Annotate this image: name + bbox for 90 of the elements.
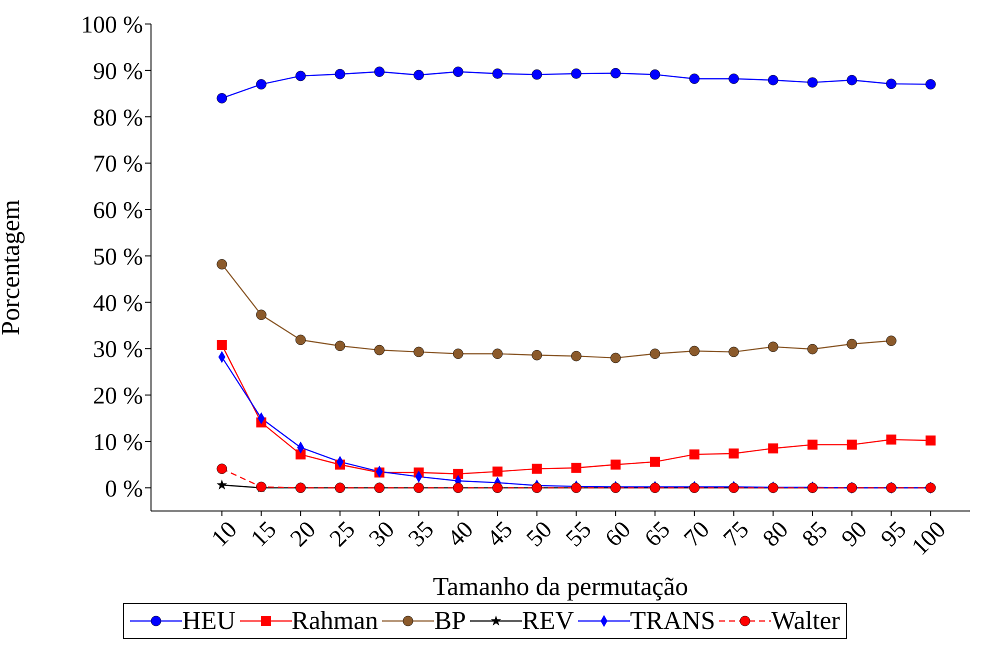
x-tick-label: 15 bbox=[246, 516, 282, 552]
point bbox=[216, 340, 227, 350]
point bbox=[532, 69, 542, 80]
point bbox=[728, 74, 739, 84]
y-tick-label: 70 % bbox=[93, 152, 143, 178]
x-tick-label: 45 bbox=[482, 516, 518, 552]
x-axis-title: Tamanho da permutação bbox=[432, 572, 688, 601]
point bbox=[414, 346, 424, 358]
point bbox=[532, 350, 542, 360]
y-tick-label: 20 % bbox=[93, 384, 143, 410]
y-tick-label: 100 % bbox=[81, 12, 143, 39]
y-tick-label: 50 % bbox=[93, 244, 143, 270]
y-tick-label: 60 % bbox=[93, 198, 143, 224]
x-tick-label: 65 bbox=[640, 516, 676, 552]
point bbox=[846, 338, 858, 350]
point bbox=[689, 449, 700, 460]
point bbox=[295, 70, 306, 82]
point bbox=[334, 340, 346, 352]
point bbox=[334, 68, 346, 80]
point bbox=[374, 66, 385, 77]
point bbox=[728, 448, 739, 458]
point bbox=[492, 466, 502, 477]
point bbox=[216, 259, 228, 270]
point bbox=[216, 464, 228, 474]
y-tick-label: 90 % bbox=[93, 58, 143, 85]
point bbox=[768, 342, 778, 352]
x-tick-label: 75 bbox=[718, 516, 754, 552]
x-tick-label: 50 bbox=[522, 516, 558, 552]
point bbox=[650, 69, 660, 80]
point bbox=[256, 79, 266, 90]
point bbox=[216, 480, 228, 490]
point bbox=[571, 68, 582, 79]
point bbox=[808, 440, 818, 450]
x-tick-label: 55 bbox=[561, 516, 597, 552]
legend-label: TRANS bbox=[630, 606, 716, 636]
point bbox=[492, 68, 503, 79]
point bbox=[610, 352, 621, 364]
y-tick-label: 30 % bbox=[93, 337, 143, 364]
point bbox=[296, 449, 306, 460]
x-tick-label: 80 bbox=[758, 516, 794, 552]
point bbox=[453, 468, 464, 479]
point bbox=[414, 70, 424, 80]
point bbox=[295, 334, 306, 346]
point bbox=[492, 348, 503, 359]
point bbox=[886, 434, 896, 445]
point bbox=[846, 440, 857, 450]
point bbox=[768, 74, 778, 86]
point bbox=[886, 78, 896, 90]
point bbox=[452, 348, 464, 359]
y-tick-label: 10 % bbox=[93, 430, 143, 456]
x-tick-label: 25 bbox=[325, 516, 361, 552]
point bbox=[216, 93, 228, 104]
y-tick-label: 40 % bbox=[93, 290, 143, 317]
legend-label: REV bbox=[522, 606, 574, 636]
point bbox=[926, 436, 936, 446]
point bbox=[768, 443, 778, 454]
point bbox=[689, 346, 700, 356]
point bbox=[374, 344, 385, 356]
x-tick-label: 30 bbox=[364, 516, 400, 552]
point bbox=[846, 74, 858, 86]
point bbox=[807, 344, 818, 354]
point bbox=[610, 460, 621, 470]
point bbox=[925, 79, 936, 90]
point bbox=[689, 74, 700, 84]
legend-label: Rahman bbox=[292, 606, 378, 636]
legend-label: BP bbox=[434, 606, 466, 636]
point bbox=[650, 456, 660, 467]
y-tick-label: 80 % bbox=[93, 105, 143, 132]
x-tick-label: 85 bbox=[798, 516, 834, 552]
point bbox=[728, 346, 739, 358]
point bbox=[650, 348, 660, 359]
point bbox=[807, 77, 818, 88]
y-axis-title: Porcentagem bbox=[0, 200, 26, 336]
point bbox=[532, 464, 542, 474]
x-tick-label: 10 bbox=[207, 516, 242, 552]
x-tick-label: 20 bbox=[286, 516, 322, 552]
point bbox=[571, 462, 582, 473]
legend-label: HEU bbox=[182, 606, 236, 636]
x-tick-label: 90 bbox=[837, 516, 872, 552]
legend-label: Walter bbox=[771, 606, 840, 636]
y-tick-label: 0 % bbox=[105, 476, 143, 502]
x-tick-label: 40 bbox=[443, 516, 479, 552]
point bbox=[886, 336, 896, 346]
point bbox=[571, 350, 582, 362]
point bbox=[452, 66, 464, 77]
x-tick-label: 60 bbox=[600, 516, 636, 552]
x-tick-label: 35 bbox=[404, 516, 440, 552]
point bbox=[610, 68, 621, 78]
point bbox=[256, 310, 266, 320]
x-tick-label: 70 bbox=[680, 516, 715, 552]
